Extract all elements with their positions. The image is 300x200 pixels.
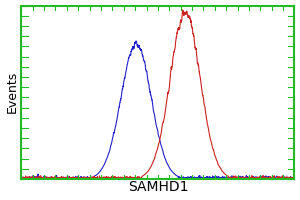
Y-axis label: Events: Events [6, 71, 19, 113]
X-axis label: SAMHD1: SAMHD1 [128, 180, 188, 194]
